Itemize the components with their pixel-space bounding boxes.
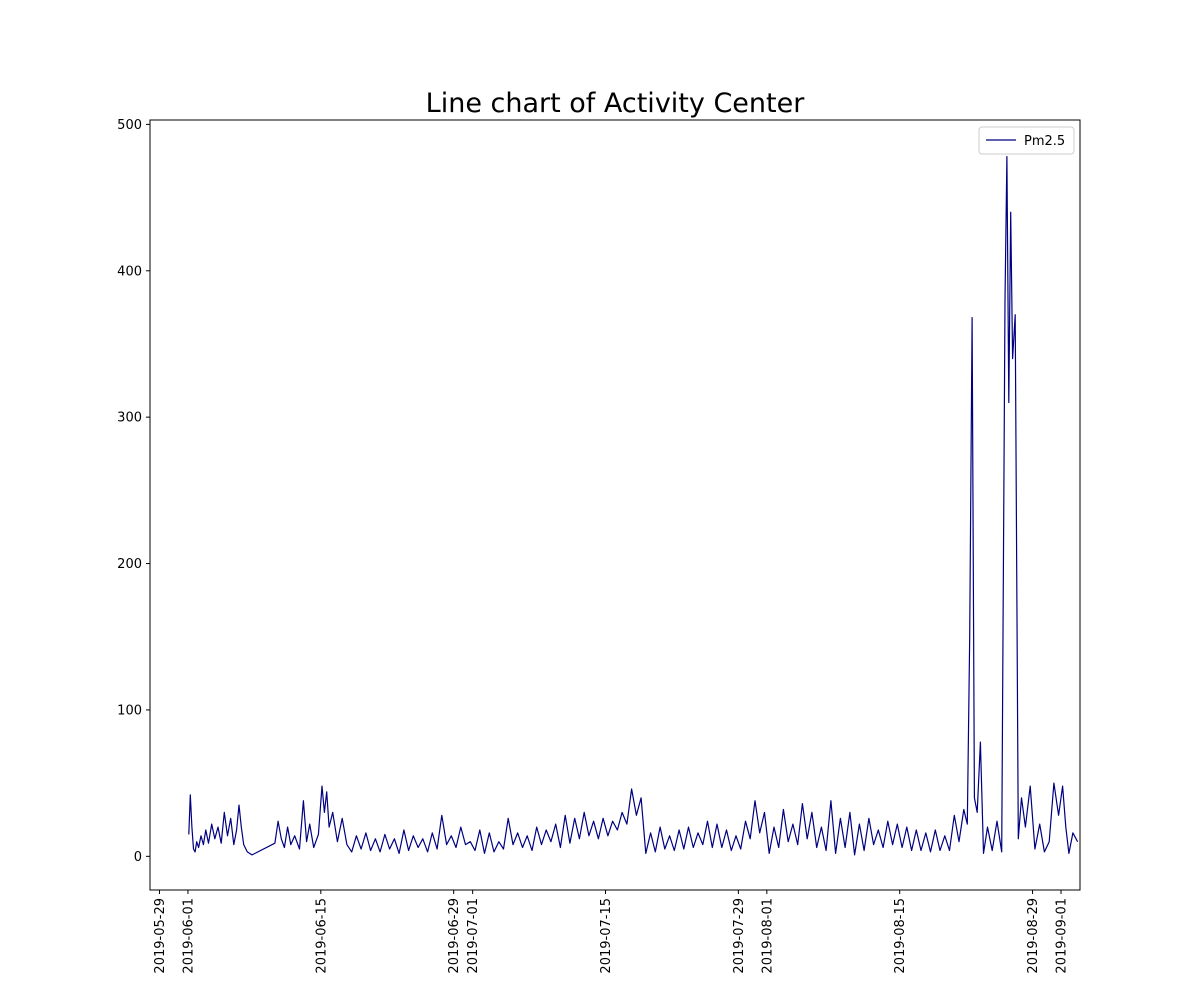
y-tick-label: 200: [117, 557, 142, 572]
y-tick-label: 100: [117, 703, 142, 718]
x-tick-label: 2019-06-29: [447, 898, 462, 974]
x-tick-label: 2019-05-29: [153, 898, 168, 974]
x-tick-label: 2019-09-01: [1055, 898, 1070, 974]
series-layer: [188, 156, 1079, 856]
x-tick-label: 2019-07-29: [732, 898, 747, 974]
legend-label: Pm2.5: [1024, 134, 1065, 149]
legend: Pm2.5: [978, 126, 1075, 155]
x-tick-label: 2019-06-15: [314, 898, 329, 974]
y-axis: 0 100 200 300 400 500: [117, 118, 150, 865]
x-tick-label: 2019-08-29: [1026, 898, 1041, 974]
x-axis: 2019-05-29 2019-06-01 2019-06-15 2019-06-29…: [153, 890, 1070, 974]
x-tick-label: 2019-06-01: [181, 898, 196, 974]
plot-area-frame: [149, 119, 1081, 891]
y-tick-label: 400: [117, 264, 142, 279]
y-tick-label: 500: [117, 118, 142, 133]
chart-title: Line chart of Activity Center: [426, 88, 806, 119]
x-tick-label: 2019-08-15: [893, 898, 908, 974]
x-tick-label: 2019-07-15: [599, 898, 614, 974]
series-line-pm25: [188, 156, 1079, 856]
y-tick-label: 300: [117, 411, 142, 426]
x-tick-label: 2019-07-01: [466, 898, 481, 974]
x-tick-label: 2019-08-01: [760, 898, 775, 974]
legend-box: [978, 126, 1075, 155]
y-tick-label: 0: [134, 850, 142, 865]
